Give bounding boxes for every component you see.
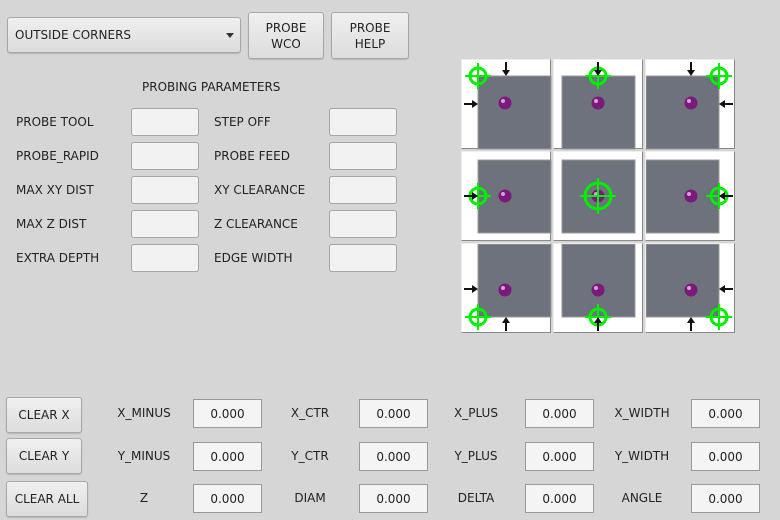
x-plus-label: X_PLUS	[454, 406, 498, 420]
x-minus-value: 0.000	[193, 399, 262, 428]
x-plus-value: 0.000	[525, 399, 594, 428]
probe-feed-label: PROBE FEED	[214, 149, 290, 163]
probe-top-left-icon	[464, 62, 552, 150]
clear-all-button[interactable]: CLEAR ALL	[6, 481, 88, 517]
y-minus-value: 0.000	[193, 442, 262, 471]
probe-mode-value: OUTSIDE CORNERS	[15, 28, 132, 42]
z-label: Z	[139, 491, 149, 505]
edge-width-label: EDGE WIDTH	[214, 251, 293, 265]
x-minus-label: X_MINUS	[117, 406, 171, 420]
probe-right-button[interactable]	[645, 151, 735, 241]
max-xy-dist-input[interactable]	[131, 176, 199, 204]
probe-bottom-icon	[561, 244, 636, 331]
probe-top-right-icon	[646, 62, 733, 150]
extra-depth-input[interactable]	[131, 244, 199, 272]
chevron-down-icon	[226, 33, 234, 38]
diam-value: 0.000	[359, 484, 428, 513]
probe-help-button[interactable]: PROBE HELP	[331, 12, 409, 59]
y-plus-label: Y_PLUS	[454, 449, 498, 463]
xy-clearance-label: XY CLEARANCE	[214, 183, 306, 197]
xy-clearance-input[interactable]	[329, 176, 397, 204]
delta-label: DELTA	[457, 491, 495, 505]
probe-wco-button[interactable]: PROBE WCO	[248, 12, 324, 59]
x-ctr-value: 0.000	[359, 399, 428, 428]
diam-label: DIAM	[294, 491, 326, 505]
probe-sphere	[684, 189, 698, 203]
probe-sphere	[591, 96, 605, 110]
y-plus-value: 0.000	[525, 442, 594, 471]
z-clearance-input[interactable]	[329, 210, 397, 238]
step-off-label: STEP OFF	[214, 115, 271, 129]
probe-sphere	[498, 189, 512, 203]
extra-depth-label: EXTRA DEPTH	[16, 251, 100, 265]
z-clearance-label: Z CLEARANCE	[214, 217, 298, 231]
y-ctr-value: 0.000	[359, 442, 428, 471]
probing-parameters-title: PROBING PARAMETERS	[142, 80, 281, 94]
probe-sphere	[498, 96, 512, 110]
max-z-dist-input[interactable]	[131, 210, 199, 238]
x-width-value: 0.000	[691, 399, 760, 428]
probe-rapid-input[interactable]	[131, 142, 199, 170]
max-xy-dist-label: MAX XY DIST	[16, 183, 94, 197]
step-off-input[interactable]	[329, 108, 397, 136]
probe-rapid-label: PROBE_RAPID	[16, 149, 99, 163]
y-width-value: 0.000	[691, 442, 760, 471]
probe-center-button[interactable]	[553, 151, 643, 241]
edge-width-input[interactable]	[329, 244, 397, 272]
probe-mode-select[interactable]: OUTSIDE CORNERS	[7, 17, 241, 53]
probe-bottom-right-button[interactable]	[645, 243, 735, 333]
probe-center-icon	[561, 159, 636, 234]
probe-top-right-button[interactable]	[645, 59, 735, 150]
probe-left-button[interactable]	[461, 151, 552, 241]
max-z-dist-label: MAX Z DIST	[16, 217, 87, 231]
y-minus-label: Y_MINUS	[117, 449, 171, 463]
probe-bottom-left-button[interactable]	[461, 243, 552, 333]
x-ctr-label: X_CTR	[290, 406, 330, 420]
clear-x-button[interactable]: CLEAR X	[6, 397, 82, 433]
y-width-label: Y_WIDTH	[614, 449, 670, 463]
probe-sphere	[684, 96, 698, 110]
angle-label: ANGLE	[621, 491, 663, 505]
probe-bottom-left-icon	[464, 244, 552, 331]
clear-y-button[interactable]: CLEAR Y	[6, 438, 82, 474]
probe-left-icon	[464, 159, 552, 234]
probe-right-icon	[646, 159, 733, 234]
z-value: 0.000	[193, 484, 262, 513]
probe-top-icon	[561, 62, 636, 150]
probe-sphere	[498, 283, 512, 297]
probe-bottom-button[interactable]	[553, 243, 643, 333]
probe-top-button[interactable]	[553, 59, 643, 150]
probe-sphere	[591, 283, 605, 297]
delta-value: 0.000	[525, 484, 594, 513]
probe-tool-label: PROBE TOOL	[16, 115, 94, 129]
probe-sphere	[684, 283, 698, 297]
probe-top-left-button[interactable]	[461, 59, 552, 150]
probe-tool-input[interactable]	[131, 108, 199, 136]
x-width-label: X_WIDTH	[614, 406, 670, 420]
probe-feed-input[interactable]	[329, 142, 397, 170]
angle-value: 0.000	[691, 484, 760, 513]
probe-bottom-right-icon	[646, 244, 733, 331]
y-ctr-label: Y_CTR	[291, 449, 329, 463]
